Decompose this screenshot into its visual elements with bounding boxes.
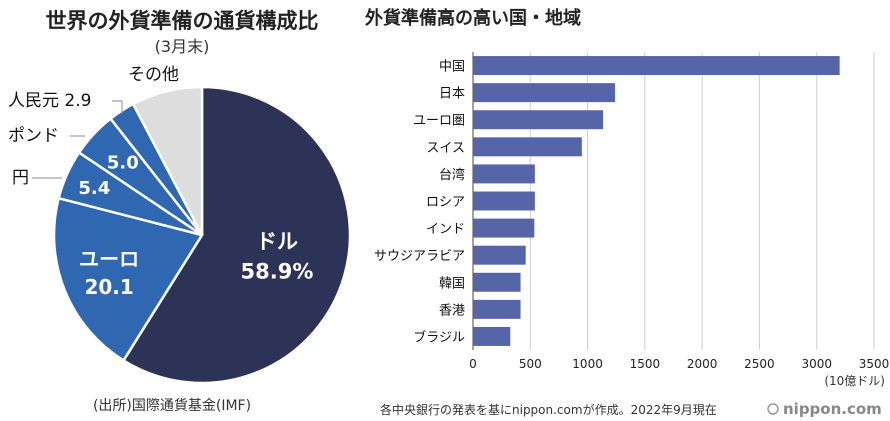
x-tick-label: 2000 [687, 357, 718, 371]
nippon-logo-text: nippon.com [783, 400, 882, 418]
x-tick-label: 0 [469, 357, 477, 371]
category-label: ブラジル [413, 329, 465, 345]
pie-value-pound: 5.0 [107, 153, 139, 174]
category-label: 台湾 [439, 167, 465, 183]
pie-label-yuan: 人民元 2.9 [8, 91, 91, 111]
bar-4 [473, 164, 535, 184]
bar-8 [473, 272, 521, 292]
bar-7 [473, 245, 526, 265]
x-tick-label: 2500 [744, 357, 775, 371]
bar-unit-label: (10億ドル) [824, 374, 885, 388]
pie-label-dollar: ドル [256, 230, 298, 254]
pie-value-dollar: 58.9% [241, 260, 314, 284]
nippon-logo: nippon.com [767, 400, 882, 418]
bar-title: 外貨準備高の高い国・地域 [365, 7, 581, 29]
source-note: (出所)国際通貨基金(IMF) [93, 397, 251, 414]
category-label: 日本 [439, 87, 465, 102]
x-tick-label: 3000 [801, 357, 832, 371]
data-note: 各中央銀行の発表を基にnippon.comが作成。2022年9月現在 [380, 402, 717, 417]
pie-label-yen: 円 [12, 168, 29, 188]
pie-slice-5 [131, 85, 204, 236]
bar-bars [473, 56, 840, 346]
pie-title: 世界の外貨準備の通貨構成比 [46, 9, 319, 33]
bar-1 [473, 83, 616, 103]
bar-tick-labels: 0 500 1000 1500 2000 2500 3000 3500 [469, 357, 889, 371]
category-label: 韓国 [439, 276, 465, 291]
category-label: 中国 [439, 60, 465, 75]
category-label: インド [426, 222, 465, 237]
bar-3 [473, 137, 582, 157]
category-label: サウジアラビア [374, 249, 465, 264]
x-tick-label: 1500 [630, 357, 661, 371]
pie-labels: ドル 58.9% ユーロ 20.1 5.4 5.0 円 ポンド 人民元 2.9 その他 [8, 65, 313, 299]
pie-leader-yuan [112, 100, 123, 114]
pie-slice-0 [121, 85, 352, 385]
pie-slices [52, 85, 352, 385]
x-tick-label: 3500 [859, 357, 890, 371]
pie-value-yen: 5.4 [78, 178, 110, 199]
x-tick-label: 500 [519, 357, 542, 371]
bar-10 [473, 326, 511, 346]
category-label: ユーロ圏 [413, 114, 465, 129]
pie-label-euro: ユーロ [79, 247, 139, 271]
pie-slice-1 [52, 196, 204, 363]
bar-5 [473, 191, 535, 211]
bar-2 [473, 110, 604, 130]
bar-0 [473, 56, 840, 76]
x-tick-label: 1000 [572, 357, 603, 371]
bar-6 [473, 218, 535, 238]
category-label: 香港 [439, 303, 465, 318]
pie-label-other: その他 [128, 65, 179, 85]
category-label: スイス [426, 141, 465, 156]
nippon-logo-icon [767, 403, 779, 415]
category-label: ロシア [426, 195, 465, 210]
bar-9 [473, 299, 521, 319]
pie-label-pound: ポンド [8, 126, 59, 146]
pie-value-euro: 20.1 [84, 275, 133, 299]
pie-subtitle: (3月末) [155, 37, 210, 56]
